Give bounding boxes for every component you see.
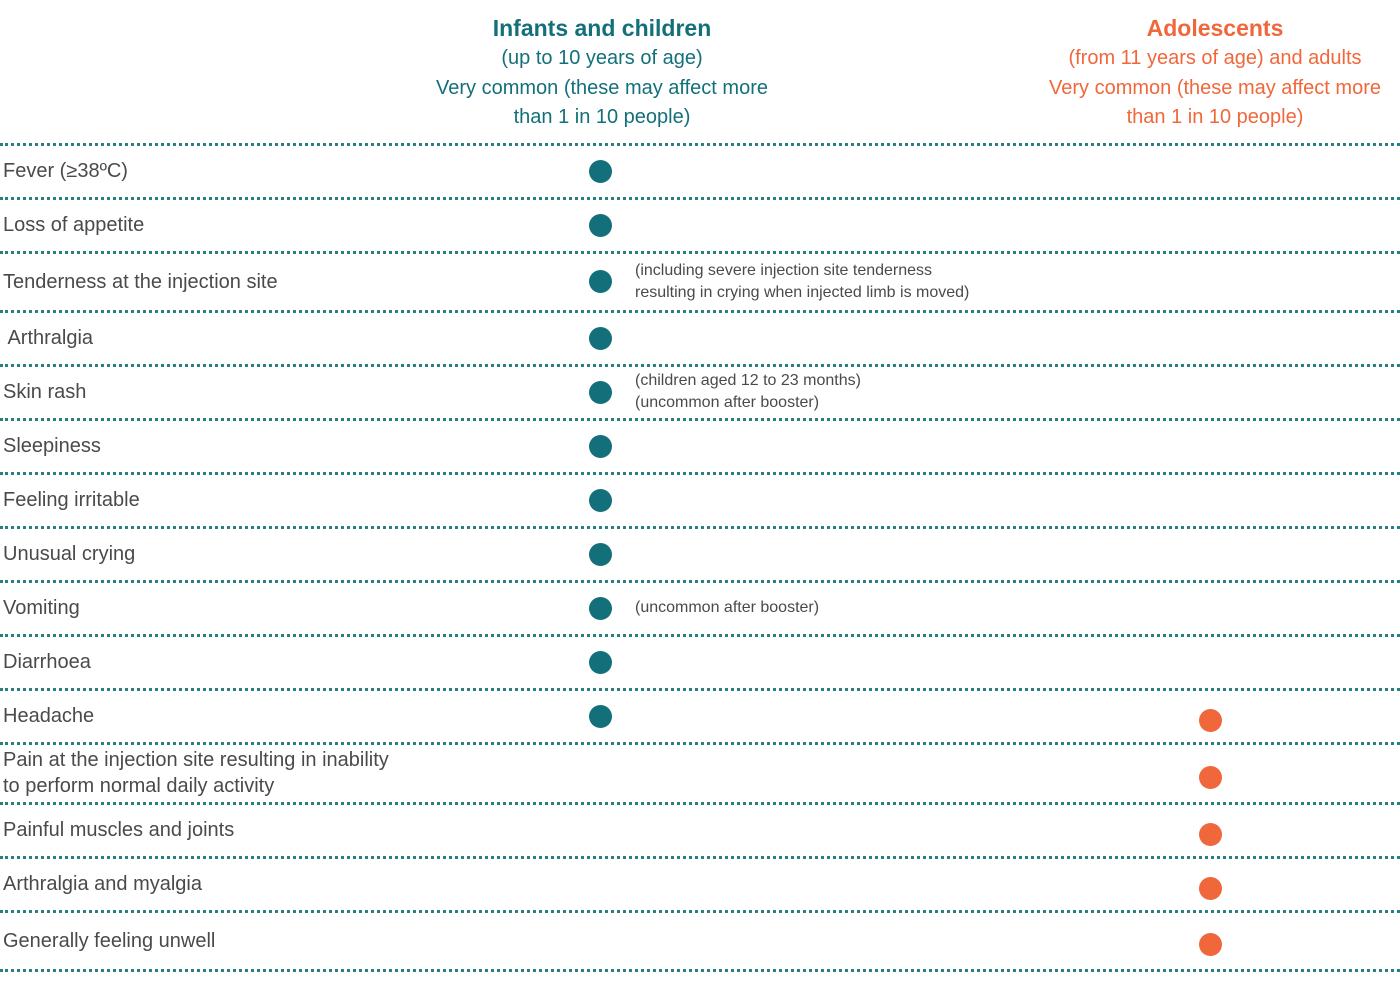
table-row: Arthralgia and myalgia: [0, 859, 1400, 911]
table-row: Arthralgia: [0, 313, 1400, 365]
side-effect-label: Painful muscles and joints: [3, 819, 235, 841]
side-effect-label: Pain at the injection site resulting in …: [3, 749, 389, 797]
side-effect-note: (including severe injection site tendern…: [635, 261, 970, 301]
column-subtitle-children: (up to 10 years of age): [501, 47, 703, 69]
children-marker-dot: [589, 650, 612, 674]
row-divider: [0, 364, 1400, 367]
side-effect-label: Vomiting: [3, 597, 80, 619]
table-row: Feeling irritable: [0, 475, 1400, 527]
adults-marker-dot: [1199, 876, 1222, 900]
children-marker-dot: [589, 213, 612, 237]
adults-marker-dot: [1199, 765, 1222, 789]
row-divider: [0, 856, 1400, 859]
children-marker-dot: [589, 326, 612, 350]
row-divider: [0, 251, 1400, 254]
adults-marker-dot: [1199, 822, 1222, 846]
table-row: Unusual crying: [0, 529, 1400, 581]
table-row: Sleepiness: [0, 421, 1400, 473]
column-frequency-children-cont: than 1 in 10 people): [513, 106, 691, 128]
row-divider: [0, 910, 1400, 913]
column-title-adults: Adolescents: [1146, 15, 1284, 41]
table-row: Tenderness at the injection site (includi…: [0, 254, 1400, 311]
children-marker-dot: [589, 596, 612, 620]
table-row: Fever (≥38ºC): [0, 146, 1400, 198]
row-divider: [0, 969, 1400, 972]
adults-marker-dot: [1199, 933, 1222, 956]
table-row: Diarrhoea: [0, 637, 1400, 689]
table-row: Headache: [0, 691, 1400, 743]
side-effect-label: Loss of appetite: [3, 214, 145, 236]
side-effect-label: Unusual crying: [3, 543, 136, 565]
side-effect-label: Headache: [3, 705, 95, 727]
side-effect-note: (uncommon after booster): [635, 599, 820, 616]
row-divider: [0, 802, 1400, 805]
row-divider: [0, 143, 1400, 146]
column-header-children: Infants and children (up to 10 years of …: [402, 12, 802, 133]
side-effect-label: Fever (≥38ºC): [3, 160, 128, 182]
table-row: Skin rash (children aged 12 to 23 months)…: [0, 367, 1400, 419]
column-frequency-children: Very common (these may affect more: [436, 76, 768, 99]
table-row: Vomiting (uncommon after booster): [0, 583, 1400, 635]
table-row: Pain at the injection site resulting in …: [0, 745, 1400, 803]
side-effect-label: Arthralgia and myalgia: [3, 873, 202, 895]
row-divider: [0, 472, 1400, 475]
children-marker-dot: [589, 380, 612, 404]
column-frequency-adults-cont: than 1 in 10 people): [1126, 106, 1304, 128]
children-marker-dot: [589, 434, 612, 458]
side-effect-label: Diarrhoea: [3, 651, 91, 673]
row-divider: [0, 688, 1400, 691]
adults-marker-dot: [1199, 708, 1222, 732]
row-divider: [0, 526, 1400, 529]
table-row: Painful muscles and joints: [0, 805, 1400, 857]
side-effect-label: Generally feeling unwell: [3, 929, 216, 952]
children-marker-dot: [589, 270, 612, 293]
side-effect-label: Tenderness at the injection site: [3, 270, 278, 293]
children-marker-dot: [589, 159, 612, 183]
side-effect-label: Sleepiness: [3, 435, 101, 457]
column-subtitle-adults: (from 11 years of age) and adults: [1068, 47, 1362, 69]
row-divider: [0, 310, 1400, 313]
children-marker-dot: [589, 704, 612, 728]
side-effect-label: Skin rash: [3, 381, 87, 403]
table-row: Loss of appetite: [0, 200, 1400, 252]
row-divider: [0, 634, 1400, 637]
column-header-adults: Adolescents (from 11 years of age) and a…: [1020, 12, 1400, 133]
children-marker-dot: [589, 542, 612, 566]
children-marker-dot: [589, 488, 612, 512]
row-divider: [0, 742, 1400, 745]
column-title-children: Infants and children: [492, 15, 712, 41]
side-effect-note: (children aged 12 to 23 months) (uncommo…: [635, 372, 861, 411]
column-frequency-adults: Very common (these may affect more: [1049, 76, 1381, 99]
row-divider: [0, 580, 1400, 583]
row-divider: [0, 197, 1400, 200]
side-effect-label: Feeling irritable: [3, 489, 140, 511]
table-row: Generally feeling unwell: [0, 913, 1400, 970]
row-divider: [0, 418, 1400, 421]
side-effect-label: Arthralgia: [3, 327, 94, 349]
